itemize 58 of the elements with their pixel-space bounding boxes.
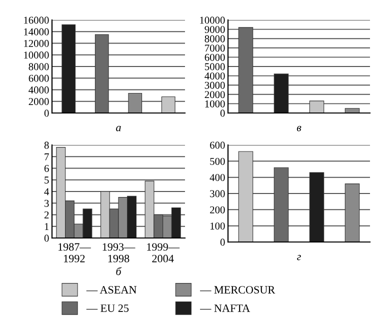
bar — [238, 151, 254, 242]
y-tick-label: 5 — [44, 176, 49, 184]
x-axis-title: б — [116, 267, 122, 276]
y-tick-label: 2 — [44, 211, 49, 218]
bar — [274, 74, 289, 113]
y-tick-label: 1 — [44, 223, 49, 230]
x-tick-label: 1987— 1992 — [58, 243, 91, 262]
x-axis-title: а — [116, 126, 121, 132]
x-axis-title: г — [297, 254, 301, 260]
legend-label: — EU 25 — [86, 304, 129, 312]
y-tick-label: 7000 — [205, 44, 225, 52]
y-tick-label: 0 — [220, 238, 225, 246]
y-tick-label: 4000 — [28, 86, 49, 94]
y-tick-label: 300 — [210, 190, 225, 198]
bar — [274, 167, 289, 242]
y-tick-label: 12000 — [24, 40, 49, 47]
y-tick-label: 2000 — [28, 98, 49, 106]
y-tick-label: 3000 — [204, 82, 225, 89]
x-tick-label: 1999— 2004 — [147, 243, 180, 262]
y-tick-label: 8 — [44, 142, 49, 149]
y-tick-label: 2000 — [204, 91, 225, 98]
y-tick-label: 10000 — [200, 16, 225, 24]
y-tick-label: 7 — [44, 153, 49, 160]
legend-label: — MERCOSUR — [200, 286, 276, 294]
bar — [309, 172, 324, 242]
y-tick-label: 1000 — [205, 100, 225, 108]
y-tick-label: 10000 — [24, 52, 49, 59]
bar — [62, 24, 76, 113]
bar — [309, 100, 324, 113]
y-tick-label: 100 — [210, 222, 225, 230]
y-tick-label: 600 — [210, 142, 225, 149]
y-tick-label: 0 — [220, 110, 225, 117]
bar — [128, 92, 142, 113]
y-tick-label: 6000 — [204, 54, 225, 61]
bar — [94, 34, 109, 113]
y-tick-label: 4 — [44, 188, 50, 196]
y-tick-label: 200 — [210, 206, 225, 214]
y-tick-label: 14000 — [24, 28, 49, 36]
legend-label: — NAFTA — [200, 304, 250, 312]
y-tick-label: 6000 — [28, 74, 49, 82]
y-tick-label: 400 — [210, 174, 225, 182]
y-tick-label: 0 — [44, 234, 49, 242]
bar — [238, 27, 254, 113]
y-tick-label: 4000 — [204, 72, 225, 80]
y-tick-label: 8000 — [204, 35, 225, 42]
y-tick-label: 6 — [44, 164, 49, 172]
y-tick-label: 3 — [44, 200, 49, 207]
bar — [344, 108, 360, 113]
y-tick-label: 0 — [44, 110, 49, 117]
bar — [344, 184, 360, 242]
legend-label: — ASEAN — [86, 286, 137, 294]
y-tick-label: 5000 — [204, 63, 225, 70]
y-tick-label: 500 — [210, 158, 225, 165]
bar — [161, 96, 176, 113]
y-tick-label: 8000 — [28, 63, 49, 70]
y-tick-label: 9000 — [204, 26, 225, 34]
y-tick-label: 16000 — [24, 16, 49, 24]
x-axis-title: в — [296, 126, 302, 132]
